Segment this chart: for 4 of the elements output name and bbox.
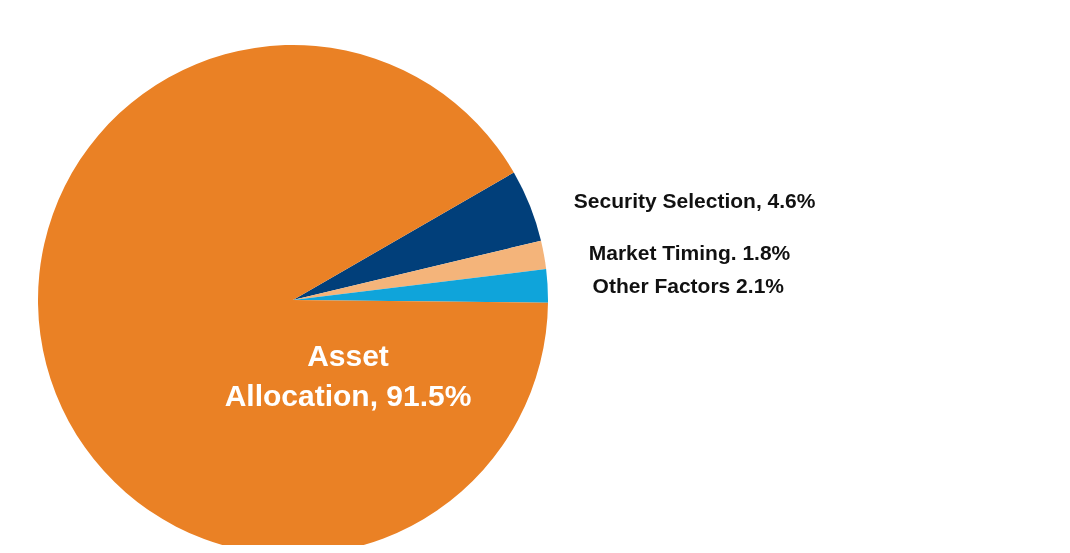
slice-label: Asset Allocation, 91.5% (224, 338, 472, 412)
slice-label: Other Factors 2.1% (592, 273, 785, 297)
slice-label: Market Timing. 1.8% (588, 240, 791, 264)
slice-label: Security Selection, 4.6% (573, 188, 816, 212)
